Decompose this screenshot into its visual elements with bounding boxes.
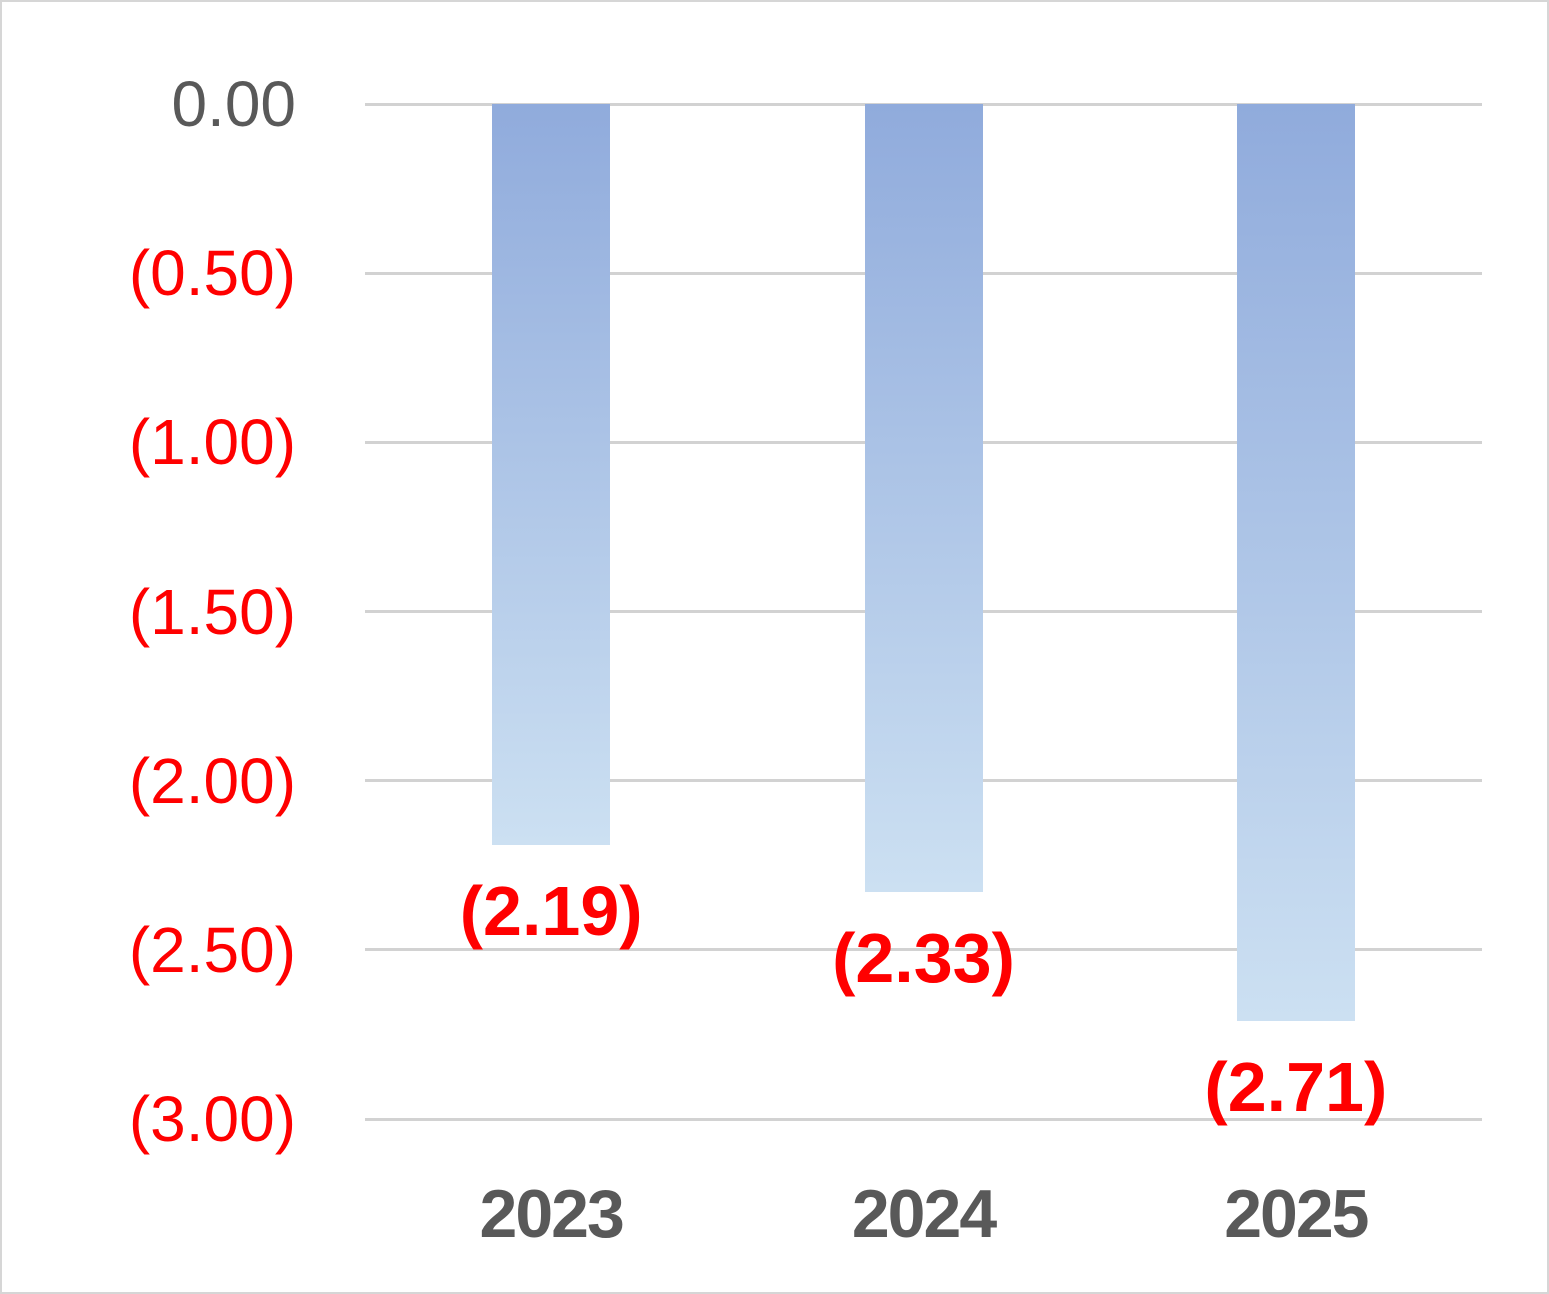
y-axis-tick-label: 0.00 (171, 68, 296, 140)
bar-2024 (864, 104, 983, 893)
x-axis-category-label: 2023 (479, 1176, 625, 1252)
data-label: (2.33) (832, 919, 1015, 998)
data-label: (2.71) (1204, 1047, 1388, 1126)
y-axis-tick-label: (2.00) (128, 744, 296, 817)
bar-2025 (1236, 104, 1355, 1021)
bar-2023 (492, 104, 611, 845)
y-axis-tick-label: (0.50) (128, 237, 296, 310)
y-axis-tick-label: (2.50) (128, 913, 296, 986)
gridline (365, 948, 1482, 952)
y-axis-tick-label: (1.00) (128, 406, 296, 479)
x-axis-category-label: 2024 (851, 1176, 997, 1252)
x-axis-category-label: 2025 (1224, 1176, 1369, 1252)
y-axis-tick-label: (1.50) (128, 575, 296, 648)
data-label: (2.19) (459, 871, 643, 950)
y-axis-tick-label: (3.00) (128, 1083, 296, 1155)
gridline (365, 1117, 1482, 1121)
